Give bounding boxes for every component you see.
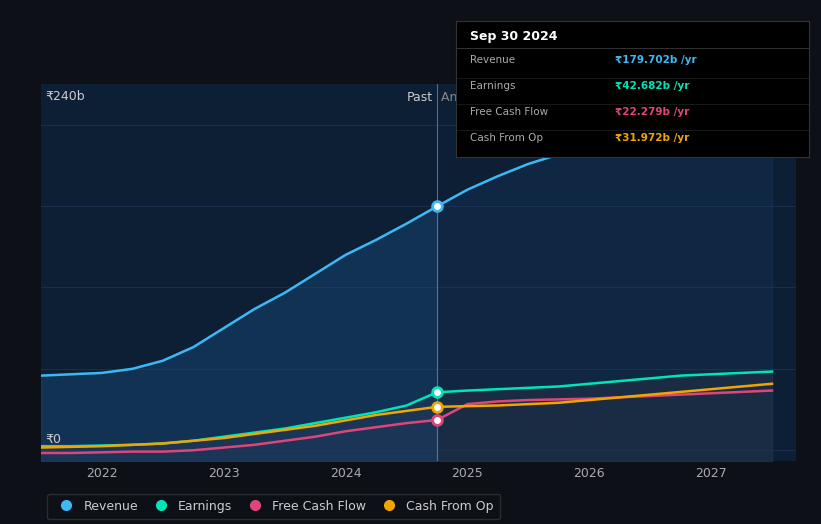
Text: Earnings: Earnings xyxy=(470,81,516,91)
Text: ₹42.682b /yr: ₹42.682b /yr xyxy=(615,81,689,91)
Text: Revenue: Revenue xyxy=(470,55,515,65)
Text: Past: Past xyxy=(407,91,433,104)
Text: ₹31.972b /yr: ₹31.972b /yr xyxy=(615,133,689,143)
Legend: Revenue, Earnings, Free Cash Flow, Cash From Op: Revenue, Earnings, Free Cash Flow, Cash … xyxy=(48,494,500,519)
Text: ₹22.279b /yr: ₹22.279b /yr xyxy=(615,107,689,117)
Text: Cash From Op: Cash From Op xyxy=(470,133,543,143)
Text: ₹0: ₹0 xyxy=(45,433,61,446)
Text: Analysts Forecasts: Analysts Forecasts xyxy=(441,91,557,104)
Text: Sep 30 2024: Sep 30 2024 xyxy=(470,30,557,43)
Text: Free Cash Flow: Free Cash Flow xyxy=(470,107,548,117)
Text: ₹240b: ₹240b xyxy=(45,90,85,103)
Text: ₹179.702b /yr: ₹179.702b /yr xyxy=(615,55,696,65)
